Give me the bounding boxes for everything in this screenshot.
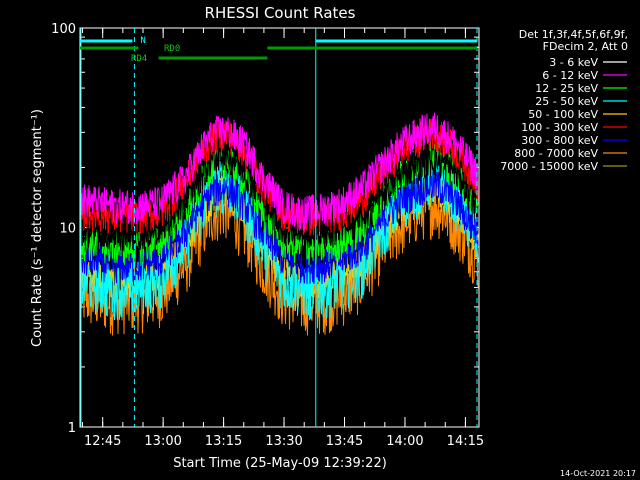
legend-entry-label: 25 - 50 keV (535, 95, 598, 108)
legend-entry-label: 300 - 800 keV (521, 134, 598, 147)
legend-entry-label: 800 - 7000 keV (514, 147, 598, 160)
y-axis-label: Count Rate (s⁻¹ detector segment⁻¹) (30, 109, 45, 347)
legend-entry-label: 12 - 25 keV (535, 82, 598, 95)
y-tick-label: 10 (59, 222, 76, 237)
legend-entry-label: 3 - 6 keV (549, 56, 598, 69)
y-tick-label: 100 (51, 22, 76, 37)
legend-entry-label: 6 - 12 keV (542, 69, 598, 82)
x-tick-label: 13:45 (326, 434, 363, 449)
x-tick-label: 14:15 (447, 434, 484, 449)
footer-date: 14-Oct-2021 20:17 (560, 469, 636, 478)
x-tick-label: 12:45 (84, 434, 121, 449)
rd0-label: RD0 (164, 44, 180, 54)
x-tick-label: 13:15 (205, 434, 242, 449)
legend-header-line: FDecim 2, Att 0 (543, 40, 628, 53)
legend: Det 1f,3f,4f,5f,6f,9f,FDecim 2, Att 0 3 -… (500, 28, 628, 173)
x-tick-label: 13:30 (265, 434, 302, 449)
legend-entry-label: 100 - 300 keV (521, 121, 598, 134)
legend-entry-label: 7000 - 15000 keV (500, 160, 598, 173)
x-tick-label: 14:00 (386, 434, 423, 449)
chart-title: RHESSI Count Rates (205, 4, 356, 22)
vertical-markers (80, 28, 478, 427)
series-line-1 (80, 112, 479, 231)
y-tick-label: 1 (68, 421, 76, 436)
annotation-bars: N RD0 RD4 (80, 36, 477, 64)
legend-entry-label: 50 - 100 keV (528, 108, 598, 121)
legend-header-line: Det 1f,3f,4f,5f,6f,9f, (519, 28, 628, 41)
series-layer (80, 112, 479, 336)
rd4-label: RD4 (131, 54, 147, 64)
x-axis-label: Start Time (25-May-09 12:39:22) (173, 456, 387, 471)
x-tick-label: 13:00 (144, 434, 181, 449)
n-label: N (140, 36, 145, 46)
